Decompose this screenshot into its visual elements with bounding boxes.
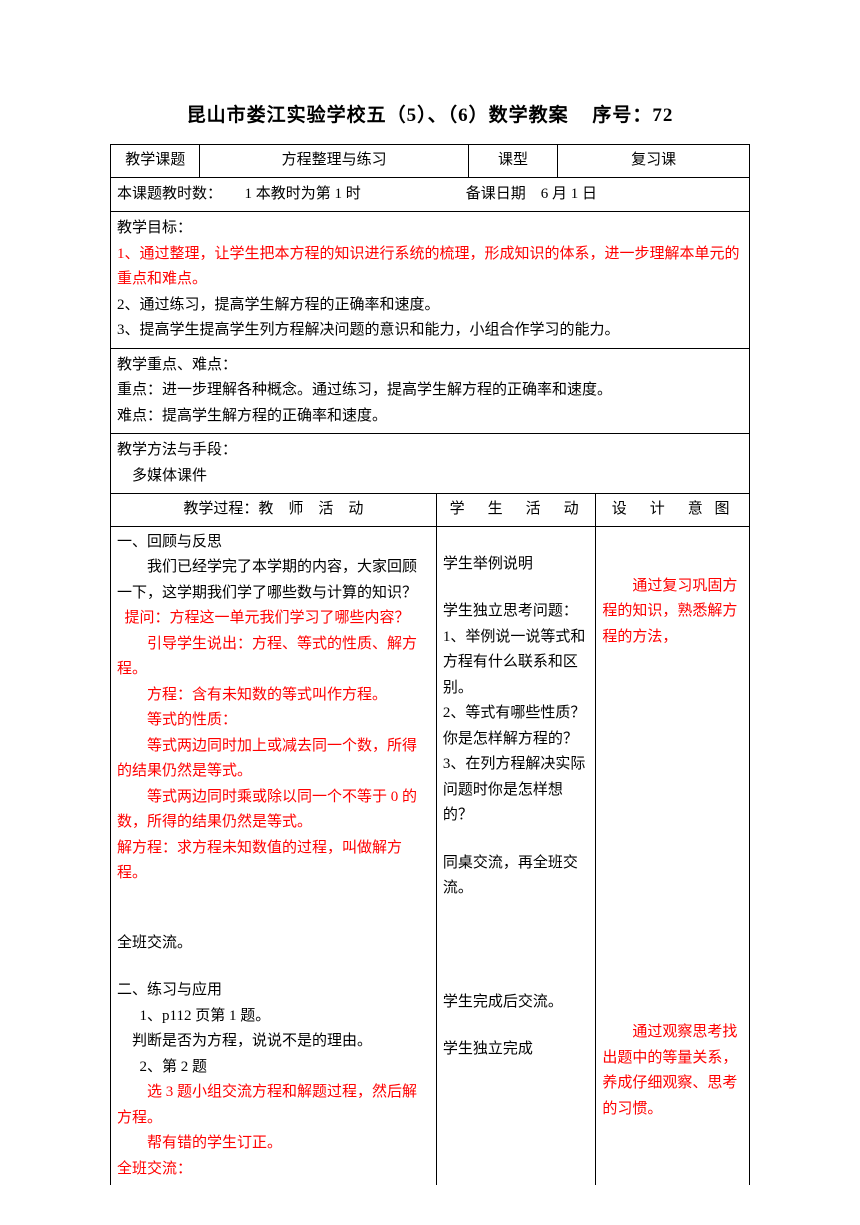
- student-p6: 同桌交流，再全班交流。: [443, 851, 590, 902]
- teacher-s2-p5: 帮有错的学生订正。: [117, 1131, 430, 1157]
- teacher-activity-cell: 一、回顾与反思 我们已经学完了本学期的内容，大家回顾一下，这学期我们学了哪些数与…: [111, 527, 436, 1186]
- title-main: 昆山市娄江实验学校五（5）、（6）数学教案: [187, 105, 569, 126]
- teacher-s1-p7: 解方程：求方程未知数值的过程，叫做解方程。: [117, 836, 430, 887]
- title-serial: 序号：72: [592, 100, 673, 132]
- method-label: 教学方法与手段：: [117, 438, 743, 464]
- teacher-s1-p3: 方程：含有未知数的等式叫作方程。: [117, 683, 430, 709]
- teacher-s2-p3: 2、第 2 题: [117, 1055, 430, 1081]
- header-row-2: 本课题教时数： 1 本教时为第 1 时 备课日期 6 月 1 日: [111, 177, 750, 212]
- type-value: 复习课: [558, 145, 750, 178]
- teacher-s1-p8: 全班交流。: [117, 931, 430, 957]
- objective-3: 3、提高学生提高学生列方程解决问题的意识和能力，小组合作学习的能力。: [117, 318, 743, 344]
- topic-label: 教学课题: [111, 145, 200, 178]
- method-row: 教学方法与手段： 多媒体课件: [111, 434, 750, 494]
- teacher-s1-p1: 我们已经学完了本学期的内容，大家回顾一下，这学期我们学了哪些数与计算的知识？: [117, 555, 430, 606]
- design-p1: 通过复习巩固方程的知识，熟悉解方程的方法，: [602, 574, 743, 651]
- process-content-row: 一、回顾与反思 我们已经学完了本学期的内容，大家回顾一下，这学期我们学了哪些数与…: [111, 526, 750, 1185]
- student-p2: 学生独立思考问题：: [443, 599, 590, 625]
- teacher-s1-p4: 等式的性质：: [117, 708, 430, 734]
- process-header-row: 教学过程：教 师 活 动 学 生 活 动 设 计 意 图: [111, 494, 750, 527]
- teacher-s2-p4: 选 3 题小组交流方程和解题过程，然后解方程。: [117, 1080, 430, 1131]
- topic-value: 方程整理与练习: [200, 145, 468, 178]
- teacher-s1-p2: 引导学生说出：方程、等式的性质、解方程。: [117, 632, 430, 683]
- page-title: 昆山市娄江实验学校五（5）、（6）数学教案 序号：72: [110, 100, 750, 132]
- student-p5: 3、在列方程解决实际问题时你是怎样想的？: [443, 752, 590, 829]
- keypoint-row: 教学重点、难点： 重点：进一步理解各种概念。通过练习，提高学生解方程的正确率和速…: [111, 348, 750, 434]
- process-teacher-header: 教学过程：教 师 活 动: [111, 494, 436, 526]
- student-p3: 1、举例说一说等式和方程有什么联系和区别。: [443, 625, 590, 702]
- teacher-s2-p2: 判断是否为方程，说说不是的理由。: [117, 1029, 430, 1055]
- objectives-row: 教学目标： 1、通过整理，让学生把本方程的知识进行系统的梳理，形成知识的体系，进…: [111, 212, 750, 349]
- objective-1: 1、通过整理，让学生把本方程的知识进行系统的梳理，形成知识的体系，进一步理解本单…: [117, 242, 743, 293]
- objective-2: 2、通过练习，提高学生解方程的正确率和速度。: [117, 293, 743, 319]
- method-content: 多媒体课件: [117, 464, 743, 490]
- teacher-s2-p6: 全班交流：: [117, 1157, 430, 1183]
- header-row-1: 教学课题 方程整理与练习 课型 复习课: [111, 145, 750, 178]
- type-label: 课型: [468, 145, 557, 178]
- design-p2: 通过观察思考找出题中的等量关系，养成仔细观察、思考的习惯。: [602, 1020, 743, 1122]
- process-student-header: 学 生 活 动: [436, 494, 596, 526]
- teacher-s1-p6: 等式两边同时乘或除以同一个不等于 0 的数，所得的结果仍然是等式。: [117, 785, 430, 836]
- student-p8: 学生独立完成: [443, 1037, 590, 1063]
- student-p4: 2、等式有哪些性质？你是怎样解方程的？: [443, 701, 590, 752]
- objectives-label: 教学目标：: [117, 216, 743, 242]
- process-design-header: 设 计 意 图: [596, 494, 749, 526]
- teacher-s1-q1: 提问：方程这一单元我们学习了哪些内容？: [117, 606, 430, 632]
- teacher-s2-p1: 1、p112 页第 1 题。: [117, 1004, 430, 1030]
- keypoint-key: 重点：进一步理解各种概念。通过练习，提高学生解方程的正确率和速度。: [117, 378, 743, 404]
- student-p7: 学生完成后交流。: [443, 990, 590, 1016]
- teacher-s2-title: 二、练习与应用: [117, 978, 430, 1004]
- design-intent-cell: 通过复习巩固方程的知识，熟悉解方程的方法， 通过观察思考找出题中的等量关系，养成…: [596, 527, 749, 1186]
- student-p1: 学生举例说明: [443, 552, 590, 578]
- keypoint-diff: 难点：提高学生解方程的正确率和速度。: [117, 404, 743, 430]
- lesson-plan-table: 教学课题 方程整理与练习 课型 复习课 本课题教时数： 1 本教时为第 1 时 …: [110, 144, 750, 1185]
- teacher-s1-p5: 等式两边同时加上或减去同一个数，所得的结果仍然是等式。: [117, 734, 430, 785]
- student-activity-cell: 学生举例说明 学生独立思考问题： 1、举例说一说等式和方程有什么联系和区别。 2…: [436, 527, 596, 1186]
- hours-row: 本课题教时数： 1 本教时为第 1 时 备课日期 6 月 1 日: [111, 177, 750, 212]
- keypoint-label: 教学重点、难点：: [117, 353, 743, 379]
- teacher-s1-title: 一、回顾与反思: [117, 530, 430, 556]
